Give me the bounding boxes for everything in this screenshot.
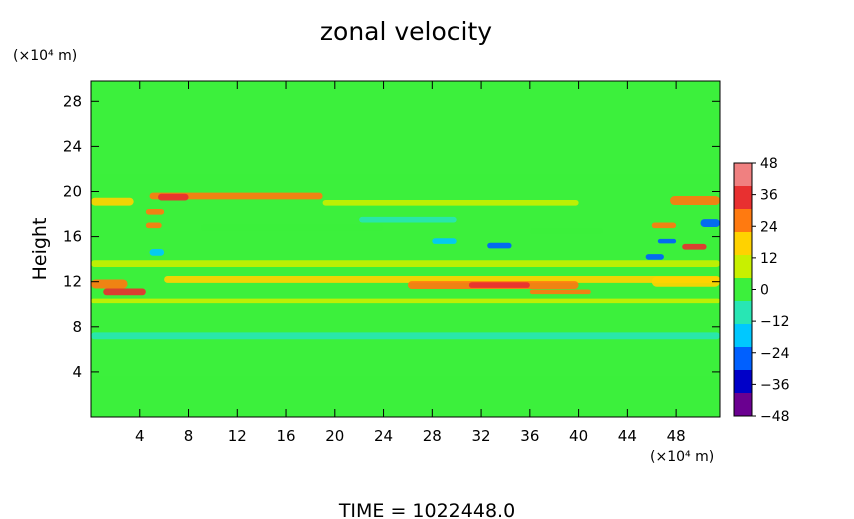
velocity-feature-10 [682,243,707,250]
velocity-feature-19 [468,282,530,288]
velocity-feature-25 [359,216,457,223]
x-tick-label-48: 48 [667,427,686,445]
y-tick-label-16: 16 [63,228,82,246]
colorbar-segment-10 [734,393,752,417]
colorbar-segment-6 [734,301,752,325]
y-tick-label-20: 20 [63,182,82,200]
colorbar-segment-2 [734,209,752,233]
x-tick-label-28: 28 [423,427,442,445]
velocity-feature-22 [91,298,720,304]
y-tick-label-4: 4 [72,363,82,381]
velocity-feature-12 [487,242,512,249]
velocity-feature-1 [149,192,323,200]
velocity-feature-27 [91,332,720,340]
velocity-feature-24 [200,224,384,231]
velocity-feature-20 [529,289,591,295]
plot-background [91,81,720,417]
velocity-feature-2 [158,193,189,201]
plot-area [90,80,721,418]
colorbar-tick-label-1: 36 [760,188,778,204]
y-tick-label-28: 28 [63,92,82,110]
y-tick-label-24: 24 [63,137,82,155]
velocity-feature-15 [91,279,128,289]
x-tick-label-32: 32 [472,427,491,445]
velocity-feature-21 [651,276,720,287]
velocity-feature-26 [529,227,603,235]
velocity-feature-14 [645,254,664,260]
x-axis-ticks: 4 8 12 16 20 24 28 32 36 40 44 48 [135,81,686,445]
x-tick-label-20: 20 [325,427,344,445]
colorbar-tick-label-8: −48 [760,409,790,425]
colorbar-segment-8 [734,347,752,371]
velocity-feature-0 [91,197,134,206]
velocity-feature-17 [164,276,721,283]
x-tick-label-36: 36 [520,427,539,445]
velocity-feature-11 [149,249,165,256]
colorbar-tick-label-5: −12 [760,314,790,330]
colorbar-tick-label-2: 24 [760,219,778,235]
x-axis-unit: (×10⁴ m) [650,449,714,465]
velocity-field [91,173,721,390]
x-tick-label-12: 12 [228,427,247,445]
velocity-feature-9 [657,238,677,244]
y-axis-unit: (×10⁴ m) [13,48,77,64]
x-tick-label-44: 44 [618,427,637,445]
velocity-feature-6 [145,222,162,229]
colorbar-segment-4 [734,255,752,279]
y-axis-ticks: 4 8 12 16 20 24 28 [63,92,720,381]
colorbar-tick-label-3: 12 [760,251,778,267]
velocity-feature-5 [145,208,165,215]
colorbar-segment-1 [734,186,752,210]
x-tick-label-8: 8 [184,427,194,445]
colorbar-tick-label-4: 0 [760,283,769,299]
x-tick-label-4: 4 [135,427,145,445]
x-tick-label-24: 24 [374,427,393,445]
velocity-feature-29 [91,173,720,181]
velocity-feature-4 [670,196,720,206]
y-tick-label-12: 12 [63,273,82,291]
colorbar-tick-label-6: −24 [760,346,790,362]
colorbar-segment-0 [734,163,752,187]
velocity-feature-16 [103,288,146,296]
velocity-feature-13 [432,238,457,244]
x-tick-label-16: 16 [276,427,295,445]
x-tick-label-40: 40 [569,427,588,445]
colorbar-tick-label-7: −36 [760,377,790,393]
time-footer: TIME = 1022448.0 [338,500,515,519]
plot-frame [90,80,721,418]
colorbar-tick-label-0: 48 [760,156,778,172]
velocity-feature-28 [91,376,720,390]
colorbar-segment-7 [734,324,752,348]
velocity-feature-8 [700,219,720,228]
colorbar-segment-3 [734,232,752,256]
velocity-feature-23 [91,260,720,268]
velocity-feature-3 [322,199,579,206]
velocity-feature-7 [651,222,677,229]
y-axis-label: Height [29,218,51,281]
chart-title: zonal velocity [320,17,492,46]
colorbar-segment-9 [734,370,752,394]
y-tick-label-8: 8 [72,318,82,336]
colorbar-segment-5 [734,278,752,302]
colorbar: 48 36 24 12 0 −12 −24 −36 −48 [733,156,790,425]
